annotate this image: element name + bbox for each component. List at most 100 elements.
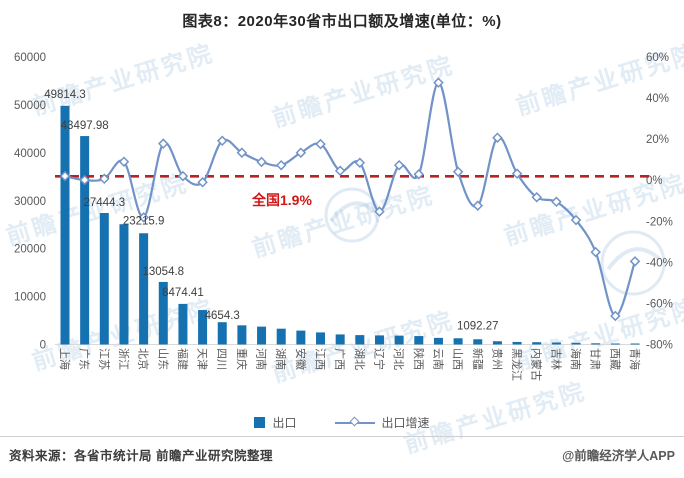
footer-divider xyxy=(0,436,684,437)
data-label-山东: 13054.8 xyxy=(142,266,184,278)
watermark-logo-swoosh xyxy=(606,247,661,271)
marker-福建 xyxy=(177,170,189,182)
x-label-河南: 河南 xyxy=(255,348,268,370)
y-axis-left-tick: 0 xyxy=(40,340,46,352)
bar-新疆 xyxy=(473,339,483,345)
marker-江西 xyxy=(315,138,326,150)
x-label-重庆: 重庆 xyxy=(235,348,249,370)
legend-label-export: 出口 xyxy=(272,415,297,430)
watermark-logo-swoosh xyxy=(329,201,376,223)
bar-北京 xyxy=(139,233,149,345)
bar-河南 xyxy=(257,326,267,345)
marker-云南 xyxy=(433,77,444,88)
growth-line xyxy=(64,81,637,318)
line-marker-swatch xyxy=(334,416,375,428)
bar-海南 xyxy=(571,342,581,345)
bar-贵州 xyxy=(492,341,502,345)
x-label-安徽: 安徽 xyxy=(294,348,308,370)
bar-重庆 xyxy=(237,325,247,345)
x-label-江西: 江西 xyxy=(314,348,327,370)
marker-安徽 xyxy=(295,147,307,158)
marker-新疆 xyxy=(472,200,484,211)
bar-辽宁 xyxy=(374,335,384,345)
bar-云南 xyxy=(433,337,443,345)
x-label-山西: 山西 xyxy=(451,348,464,370)
data-label-上海: 49814.3 xyxy=(44,89,86,101)
data-label-福建: 8474.41 xyxy=(162,287,204,299)
bar-山东 xyxy=(158,281,168,345)
x-label-黑龙江: 黑龙江 xyxy=(510,348,523,381)
credit: @前瞻经济学人APP xyxy=(562,449,675,463)
marker-湖南 xyxy=(275,159,287,171)
x-label-海南: 海南 xyxy=(569,348,583,370)
marker-湖北 xyxy=(354,157,366,169)
y-axis-left-tick: 10000 xyxy=(14,292,46,304)
data-label-新疆: 1092.27 xyxy=(457,320,499,332)
legend-item-export: 出口 xyxy=(254,414,297,431)
bar-广西 xyxy=(335,334,345,345)
marker-江苏 xyxy=(99,173,110,185)
y-axis-right-tick: -20% xyxy=(646,216,673,228)
bar-湖北 xyxy=(355,335,365,345)
x-label-云南: 云南 xyxy=(431,348,444,370)
marker-贵州 xyxy=(492,132,503,143)
x-label-广西: 广西 xyxy=(333,348,346,370)
marker-山西 xyxy=(452,166,464,178)
bar-安徽 xyxy=(296,330,306,345)
legend-item-growth: 出口增速 xyxy=(334,414,430,431)
bar-青海 xyxy=(630,343,640,345)
marker-河北 xyxy=(393,159,405,171)
bar-西藏 xyxy=(610,343,620,345)
marker-甘肃 xyxy=(590,246,601,258)
bar-山西 xyxy=(453,338,463,345)
x-label-贵州: 贵州 xyxy=(490,348,503,370)
y-axis-left-tick: 30000 xyxy=(14,196,46,208)
x-label-辽宁: 辽宁 xyxy=(372,348,386,370)
x-label-湖北: 湖北 xyxy=(353,348,366,370)
x-label-四川: 四川 xyxy=(215,348,227,370)
chart-title: 图表8：2020年30省市出口额及增速(单位：%) xyxy=(182,13,502,30)
y-axis-left-tick: 40000 xyxy=(14,148,46,160)
marker-浙江 xyxy=(118,156,130,167)
marker-吉林 xyxy=(551,196,562,208)
bar-浙江 xyxy=(119,224,129,345)
y-axis-right-tick: -60% xyxy=(646,298,673,310)
bar-内蒙古 xyxy=(532,342,542,345)
x-label-西藏: 西藏 xyxy=(608,348,621,370)
export-combo-chart: 60000 50000 40000 30000 20000 10000 0 60% 40% 20%… xyxy=(14,52,673,381)
marker-广东 xyxy=(79,174,90,186)
footer: 资料来源：各省市统计局 前瞻产业研究院整理 @前瞻经济学人APP xyxy=(9,445,675,464)
x-label-新疆: 新疆 xyxy=(471,348,485,370)
data-label-四川: 4654.3 xyxy=(205,310,240,322)
diamond-marker-icon xyxy=(349,416,359,427)
x-label-湖南: 湖南 xyxy=(274,348,287,370)
y-axis-right-tick: 0% xyxy=(646,175,663,187)
marker-山东 xyxy=(158,138,169,149)
x-label-甘肃: 甘肃 xyxy=(589,348,602,370)
watermark-logo-circle xyxy=(600,230,666,296)
bar-湖南 xyxy=(276,328,286,345)
data-label-江苏: 27444.3 xyxy=(84,197,126,209)
marker-北京 xyxy=(138,212,149,223)
bar-四川 xyxy=(217,322,227,345)
bar-天津 xyxy=(198,310,208,345)
marker-四川 xyxy=(216,135,228,147)
bar-上海 xyxy=(60,105,70,345)
legend: 出口 出口增速 xyxy=(0,413,684,431)
bar-swatch xyxy=(254,416,266,428)
bar-福建 xyxy=(178,303,188,345)
marker-天津 xyxy=(197,177,208,188)
x-label-福建: 福建 xyxy=(176,348,190,370)
marker-上海 xyxy=(59,170,71,182)
y-axis-right-tick: -80% xyxy=(646,340,673,352)
x-label-内蒙古: 内蒙古 xyxy=(530,348,544,381)
x-label-浙江: 浙江 xyxy=(117,348,130,370)
x-label-吉林: 吉林 xyxy=(549,348,563,370)
x-label-广东: 广东 xyxy=(78,348,91,370)
x-label-青海: 青海 xyxy=(628,348,642,370)
bar-甘肃 xyxy=(591,343,601,345)
bar-广东 xyxy=(80,136,90,345)
marker-陕西 xyxy=(413,168,425,180)
marker-海南 xyxy=(570,214,582,226)
x-label-陕西: 陕西 xyxy=(412,348,426,370)
